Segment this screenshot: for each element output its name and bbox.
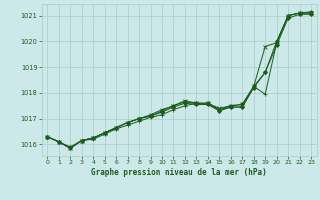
X-axis label: Graphe pression niveau de la mer (hPa): Graphe pression niveau de la mer (hPa)	[91, 168, 267, 177]
